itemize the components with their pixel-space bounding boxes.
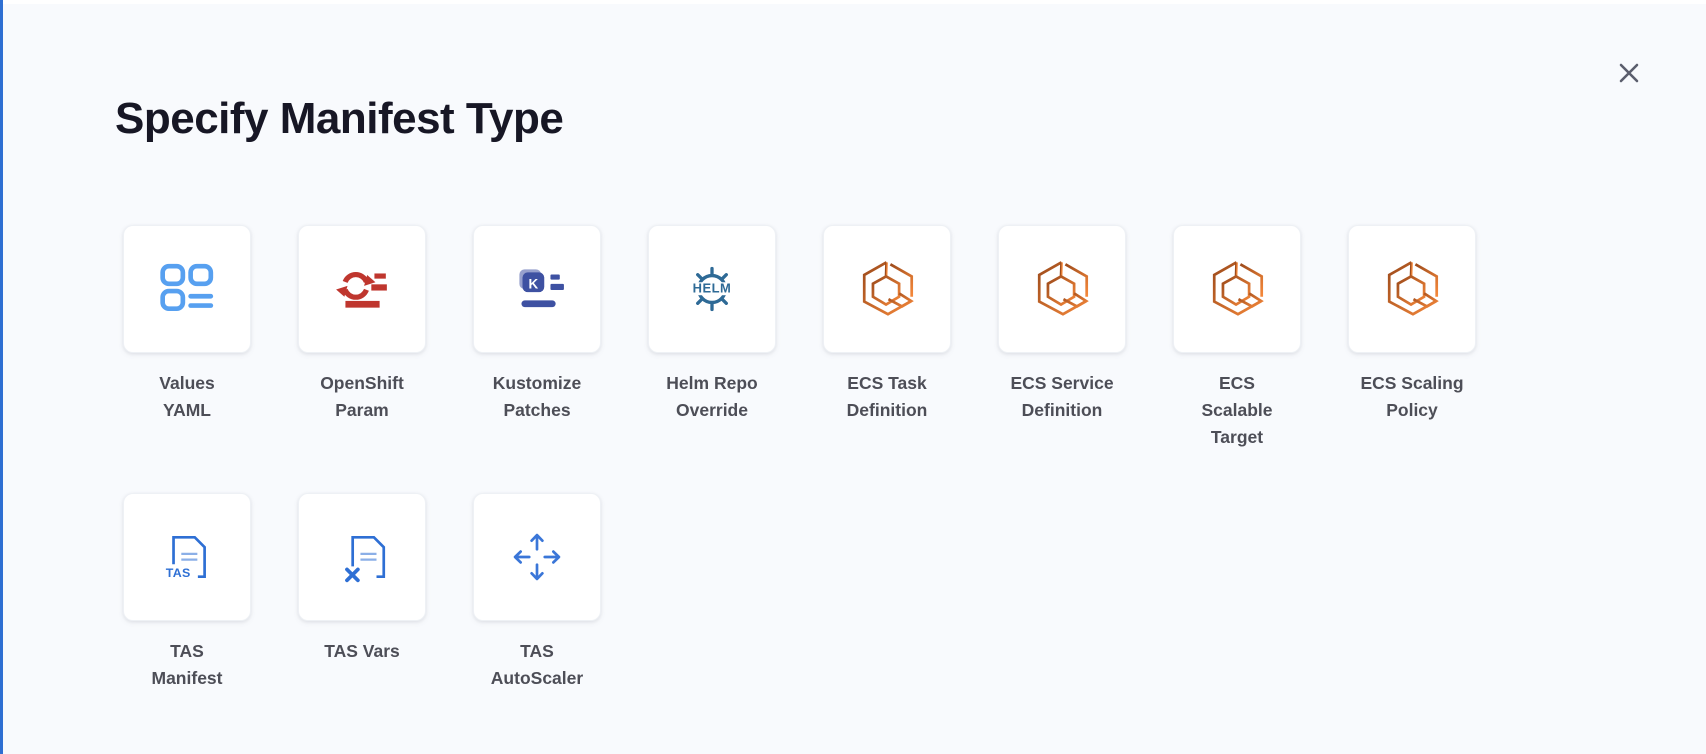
svg-text:TAS: TAS [166, 566, 191, 580]
tile-cell-helm-repo-override: HELM Helm Repo Override [648, 225, 776, 451]
tile-cell-ecs-scalable-target: ECS Scalable Target [1173, 225, 1301, 451]
manifest-tile-label: Helm Repo Override [666, 373, 758, 420]
close-button[interactable] [1614, 58, 1644, 88]
manifest-tile-ecs-scalable-target[interactable] [1173, 225, 1301, 353]
tile-cell-tas-autoscaler: TAS AutoScaler [473, 493, 601, 692]
manifest-tile-kustomize-patches[interactable]: K [473, 225, 601, 353]
close-icon [1619, 63, 1639, 83]
manifest-tile-row-1: Values YAML OpenShift Param [123, 225, 1476, 451]
manifest-tile-helm-repo-override[interactable]: HELM [648, 225, 776, 353]
tas-manifest-icon: TAS [166, 535, 206, 580]
manifest-tile-label: ECS Task Definition [846, 373, 928, 420]
manifest-tile-ecs-task-definition[interactable] [823, 225, 951, 353]
manifest-tile-label: TAS AutoScaler [490, 641, 584, 688]
top-edge-strip [0, 0, 1706, 4]
tile-cell-values-yaml: Values YAML [123, 225, 251, 451]
manifest-tile-label: ECS Scalable Target [1201, 373, 1273, 447]
manifest-tile-label: TAS Manifest [151, 641, 223, 688]
manifest-tile-tas-autoscaler[interactable] [473, 493, 601, 621]
tile-cell-ecs-service-definition: ECS Service Definition [998, 225, 1126, 451]
tile-cell-ecs-task-definition: ECS Task Definition [823, 225, 951, 451]
svg-text:K: K [529, 276, 539, 291]
manifest-tile-label: OpenShift Param [320, 373, 404, 420]
tile-cell-ecs-scaling-policy: ECS Scaling Policy [1348, 225, 1476, 451]
manifest-tile-ecs-service-definition[interactable] [998, 225, 1126, 353]
tile-cell-openshift-param: OpenShift Param [298, 225, 426, 451]
tas-vars-icon [345, 535, 386, 583]
tas-autoscaler-icon [513, 533, 561, 581]
tile-cell-kustomize-patches: K Kustomize Patches [473, 225, 601, 451]
ecs-hexagon-icon [1037, 261, 1089, 316]
kustomize-icon: K [519, 269, 564, 308]
dialog-title: Specify Manifest Type [115, 94, 564, 143]
tile-cell-tas-vars: TAS Vars [298, 493, 426, 692]
svg-text:HELM: HELM [693, 281, 732, 296]
manifest-tile-label: Values YAML [159, 373, 215, 420]
helm-wheel-icon: HELM [689, 266, 735, 312]
left-accent-border [0, 0, 3, 754]
manifest-tile-label: TAS Vars [324, 641, 400, 661]
manifest-tile-openshift-param[interactable] [298, 225, 426, 353]
manifest-tile-tas-manifest[interactable]: TAS [123, 493, 251, 621]
manifest-tile-values-yaml[interactable] [123, 225, 251, 353]
manifest-tile-label: Kustomize Patches [492, 373, 582, 420]
ecs-hexagon-icon [1212, 261, 1264, 316]
openshift-icon [336, 271, 387, 308]
manifest-tile-tas-vars[interactable] [298, 493, 426, 621]
manifest-tile-label: ECS Service Definition [1010, 373, 1114, 420]
manifest-tile-row-2: TAS TAS Manifest [123, 493, 601, 692]
manifest-tile-ecs-scaling-policy[interactable] [1348, 225, 1476, 353]
values-yaml-icon [160, 263, 214, 312]
ecs-hexagon-icon [862, 261, 914, 316]
manifest-tile-label: ECS Scaling Policy [1360, 373, 1464, 420]
tile-cell-tas-manifest: TAS TAS Manifest [123, 493, 251, 692]
ecs-hexagon-icon [1387, 261, 1439, 316]
